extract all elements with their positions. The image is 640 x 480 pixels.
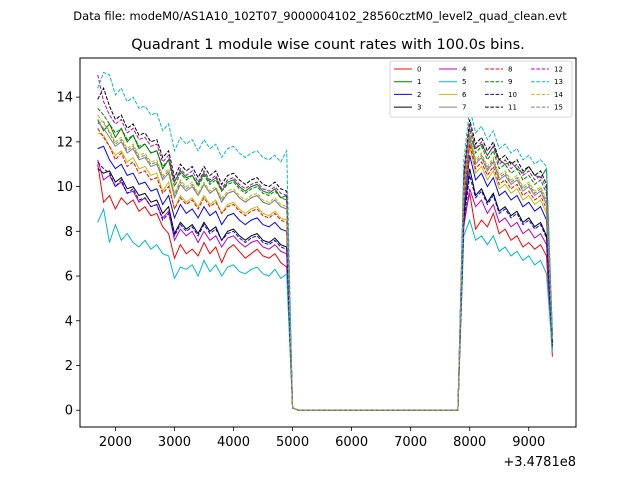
- series-line-15: [97, 121, 553, 411]
- x-tick-label: 5000: [276, 435, 309, 450]
- legend-entry-2: 2: [394, 91, 421, 99]
- y-tick-label: 6: [65, 270, 73, 285]
- legend-entry-14: 14: [531, 91, 563, 99]
- legend-label: 12: [554, 66, 563, 74]
- y-tick-label: 8: [65, 225, 73, 240]
- legend-entry-1: 1: [394, 78, 421, 86]
- legend-label: 0: [417, 66, 421, 74]
- series-line-11: [97, 86, 553, 411]
- series-line-0: [97, 164, 553, 411]
- legend-entry-4: 4: [439, 66, 467, 74]
- legend-label: 2: [417, 91, 421, 99]
- series-line-9: [97, 107, 553, 411]
- y-tick-label: 4: [65, 314, 73, 329]
- legend-label: 13: [554, 78, 563, 86]
- y-tick-label: 0: [65, 404, 73, 419]
- legend-entry-6: 6: [439, 91, 467, 99]
- legend-entry-15: 15: [531, 104, 563, 112]
- series-line-10: [97, 161, 553, 411]
- legend-entry-3: 3: [394, 104, 421, 112]
- legend-label: 6: [462, 91, 467, 99]
- legend-label: 5: [462, 78, 466, 86]
- legend-label: 4: [462, 66, 467, 74]
- series-line-13: [97, 71, 553, 411]
- legend-entry-7: 7: [439, 104, 466, 112]
- series-line-3: [97, 168, 553, 411]
- x-tick-label: 6000: [335, 435, 368, 450]
- series-line-5: [97, 207, 553, 411]
- legend-entry-8: 8: [485, 66, 512, 74]
- legend-entry-5: 5: [439, 78, 466, 86]
- legend-label: 8: [508, 66, 512, 74]
- x-tick-label: 9000: [512, 435, 545, 450]
- x-tick-label: 3000: [158, 435, 191, 450]
- x-tick-label: 7000: [394, 435, 427, 450]
- legend-label: 3: [417, 104, 421, 112]
- legend-label: 7: [462, 104, 466, 112]
- legend-label: 10: [508, 91, 517, 99]
- y-tick-label: 14: [56, 91, 73, 106]
- legend-entry-12: 12: [531, 66, 563, 74]
- legend-label: 11: [508, 104, 517, 112]
- legend-entry-10: 10: [485, 91, 517, 99]
- legend-entry-11: 11: [485, 104, 517, 112]
- legend-entry-0: 0: [394, 66, 421, 74]
- x-tick-label: 2000: [99, 435, 132, 450]
- legend-entry-9: 9: [485, 78, 512, 86]
- data-file-header: Data file: modeM0/AS1A10_102T07_90000041…: [73, 9, 567, 23]
- x-tick-label: 4000: [217, 435, 250, 450]
- legend-label: 15: [554, 104, 563, 112]
- series-line-8: [97, 128, 553, 411]
- x-axis-offset-label: +3.4781e8: [503, 455, 576, 470]
- y-tick-label: 2: [65, 359, 73, 374]
- series-line-12: [97, 74, 553, 411]
- legend-label: 14: [554, 91, 563, 99]
- legend-entry-13: 13: [531, 78, 563, 86]
- legend-box: [389, 60, 573, 118]
- plot-frame: [79, 57, 577, 428]
- series-line-7: [97, 121, 553, 411]
- legend-label: 9: [508, 78, 512, 86]
- chart-title: Quadrant 1 module wise count rates with …: [131, 37, 525, 53]
- series-layer: [97, 71, 553, 411]
- y-tick-label: 12: [56, 135, 73, 150]
- legend-label: 1: [417, 78, 421, 86]
- ticks-layer: 2000 3000 4000 5000 6000 7000 8000 9000 0 2 4 6 8 10 1…: [56, 91, 545, 450]
- series-line-2: [97, 145, 553, 411]
- y-tick-label: 10: [56, 180, 73, 195]
- series-line-6: [97, 132, 553, 411]
- x-tick-label: 8000: [453, 435, 486, 450]
- series-line-14: [97, 114, 553, 411]
